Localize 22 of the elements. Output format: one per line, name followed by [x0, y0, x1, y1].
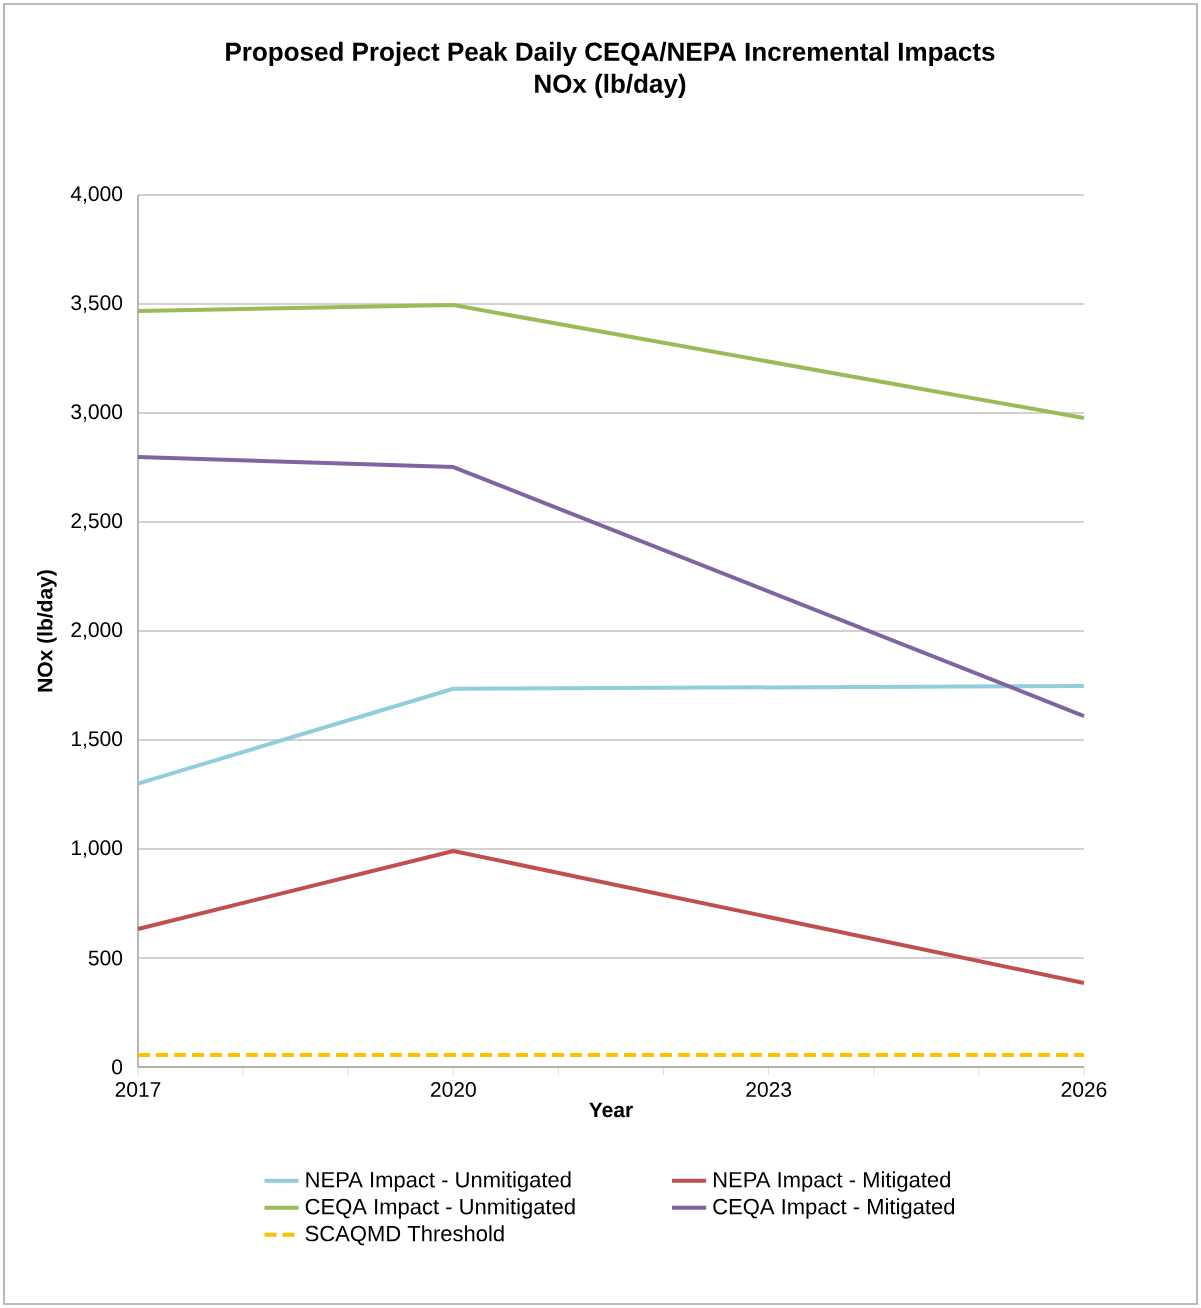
legend-label: CEQA Impact - Unmitigated: [305, 1198, 575, 1219]
legend-label: SCAQMD Threshold: [305, 1225, 504, 1246]
y-tick-label: 4,000: [70, 186, 123, 204]
y-tick-label: 2,000: [71, 622, 123, 640]
legend-label: CEQA Impact - Mitigated: [713, 1198, 955, 1219]
chart-subtitle: NOx (lb/day): [535, 73, 686, 99]
x-tick-label: 2026: [1061, 1082, 1107, 1097]
y-tick-label: 2,500: [71, 513, 123, 531]
chart-title: Proposed Project Peak Daily CEQA/NEPA Incremental Impacts: [226, 41, 995, 67]
y-tick-label: 3,500: [71, 295, 123, 313]
x-axis-title: Year: [589, 1102, 633, 1118]
y-tick-label: 0: [112, 1059, 123, 1075]
legend-label: NEPA Impact - Unmitigated: [306, 1171, 571, 1192]
legend-label: NEPA Impact - Mitigated: [714, 1171, 950, 1192]
x-tick-label: 2023: [746, 1082, 792, 1097]
y-axis-title: NOx (lb/day): [37, 570, 57, 692]
y-tick-label: 1,500: [72, 731, 123, 749]
y-tick-label: 3,000: [71, 404, 123, 422]
x-tick-label: 2017: [115, 1082, 161, 1097]
x-tick-label: 2020: [431, 1082, 476, 1097]
y-tick-label: 500: [88, 950, 123, 966]
y-tick-label: 1,000: [72, 840, 123, 858]
